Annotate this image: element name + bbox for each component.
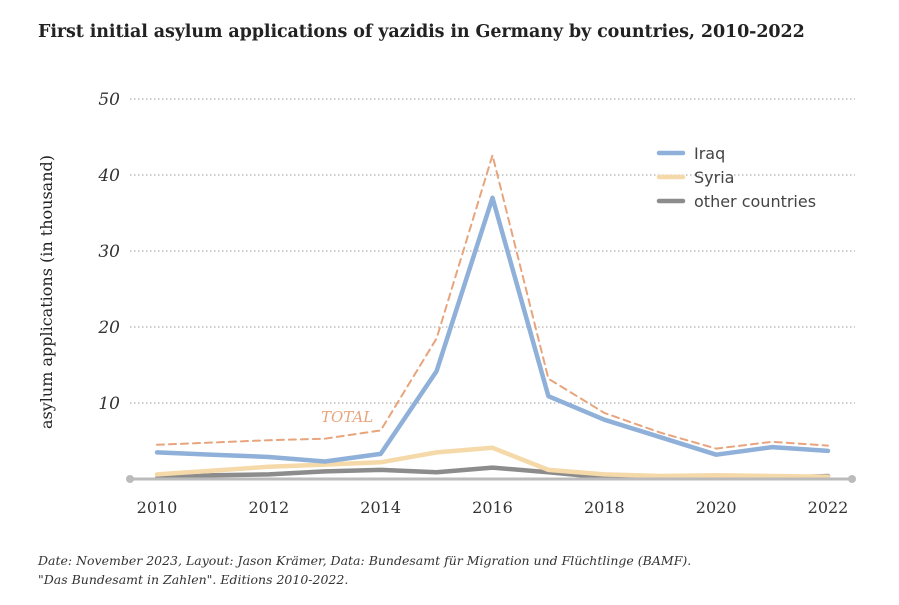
- series-line-total: [156, 154, 829, 450]
- x-tick-label: 2020: [696, 498, 737, 517]
- y-axis-ticks: 10 20 30 40 50: [97, 90, 120, 414]
- x-axis-end-dot: [848, 475, 856, 483]
- y-axis-label: asylum applications (in thousand): [37, 155, 56, 429]
- footnote: Date: November 2023, Layout: Jason Kräme…: [38, 551, 691, 589]
- y-tick-label: 10: [98, 394, 120, 414]
- legend-label-other: other countries: [694, 192, 816, 211]
- series-line-syria: [154, 445, 831, 479]
- y-tick-label: 40: [97, 166, 120, 186]
- x-axis: [126, 475, 856, 483]
- footnote-line-1: Date: November 2023, Layout: Jason Kräme…: [38, 553, 692, 568]
- legend-label-syria: Syria: [694, 168, 734, 187]
- footnote-line-2: "Das Bundesamt in Zahlen". Editions 2010…: [38, 572, 349, 587]
- x-tick-label: 2016: [472, 498, 513, 517]
- annotations: TOTAL: [321, 408, 373, 426]
- chart-title: First initial asylum applications of yaz…: [38, 22, 805, 42]
- x-tick-label: 2022: [808, 498, 849, 517]
- y-tick-label: 50: [98, 90, 120, 110]
- gridlines: [130, 98, 855, 404]
- x-tick-label: 2012: [248, 498, 289, 517]
- legend: Iraq Syria other countries: [656, 144, 816, 211]
- x-tick-label: 2014: [360, 498, 401, 517]
- legend-label-iraq: Iraq: [694, 144, 725, 163]
- x-axis-ticks: 2010 2012 2014 2016 2018 2020 2022: [137, 498, 849, 517]
- y-tick-label: 30: [98, 242, 120, 262]
- y-tick-label: 20: [97, 318, 120, 338]
- total-annotation: TOTAL: [321, 408, 373, 426]
- x-tick-label: 2018: [584, 498, 625, 517]
- x-axis-start-dot: [126, 475, 134, 483]
- x-tick-label: 2010: [137, 498, 178, 517]
- series-line-iraq: [154, 195, 831, 464]
